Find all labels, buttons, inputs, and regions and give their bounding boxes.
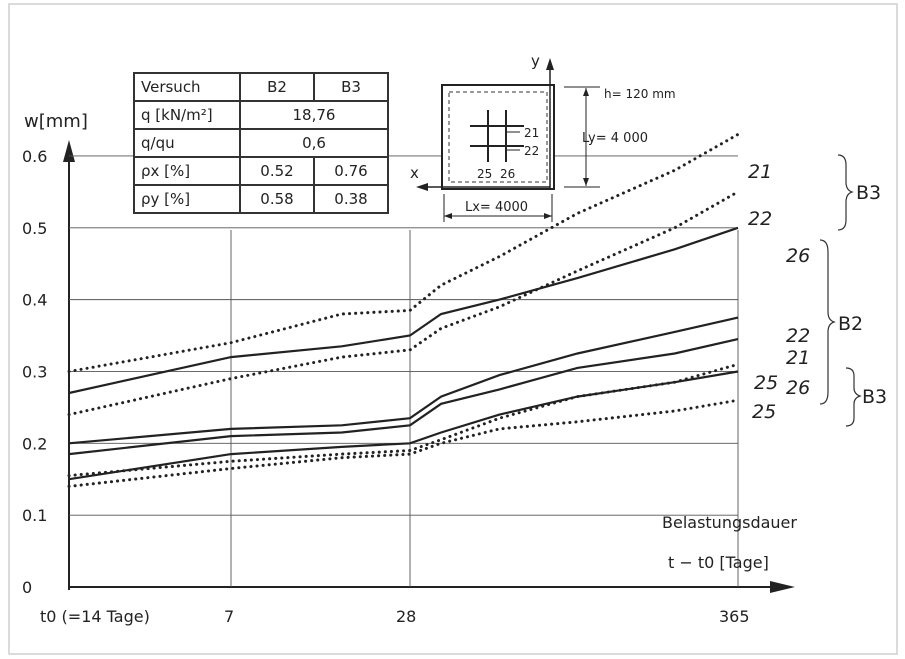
slab-outline [441,84,555,190]
x-axis-arrow [770,581,795,593]
brace-b3-top [837,154,854,231]
dim-ly-arrow-bottom [583,178,589,186]
table-header-versuch: Versuch [133,72,241,102]
y-axis-arrow [63,140,75,162]
x-tick-28: 28 [396,607,416,626]
slab-y-arrow [546,58,554,70]
x-tick-365: 365 [719,607,750,626]
table-row: q/qu 0,6 [133,128,389,158]
dim-ly-arrow-top [583,88,589,96]
slab-ly: Ly= 4 000 [582,131,648,146]
table-cell-b3: 0.76 [313,156,389,186]
gauge-label-22: 22 [524,144,539,158]
y-axis-label: w[mm] [24,111,88,132]
dim-lx-arrow-left [444,213,452,219]
series-label-b2-25: 25 [754,372,778,394]
series-line-b2-22 [68,316,739,445]
table-row: ρy [%] 0.58 0.38 [133,184,389,214]
group-label-b2: B2 [838,313,863,335]
gauge-label-21: 21 [524,126,539,140]
table-row: q [kN/m²] 18,76 [133,100,389,130]
table-cell-merged: 0,6 [239,128,389,158]
brace-b3-bottom [845,367,862,427]
series-label-b3-25: 25 [752,401,776,423]
series-line-b2-25 [68,370,739,481]
series-label-b3-22: 22 [748,208,772,230]
x-tick-t0: t0 (=14 Tage) [40,607,150,626]
y-tick-label: 0.5 [22,219,47,238]
gauge-label-26: 26 [500,167,515,181]
gauge-label-25: 25 [477,167,492,181]
table-row-label: q/qu [133,128,241,158]
x-axis-label-line1: Belastungsdauer [662,513,797,532]
table-cell-b2: 0.58 [239,184,315,214]
group-label-b3-top: B3 [856,182,881,204]
table-row-label: ρy [%] [133,184,241,214]
y-tick-label: 0.6 [22,147,47,166]
table-header-b3: B3 [313,72,389,102]
figure-border [8,3,898,655]
y-tick-label: 0.1 [22,506,47,525]
series-group [67,132,740,488]
series-label-b2-21: 21 [786,347,810,369]
table-header-b2: B2 [239,72,315,102]
series-line-b3-22 [67,190,740,417]
series-line-b3-21 [67,132,740,373]
parameter-table: Versuch B2 B3 q [kN/m²] 18,76 q/qu 0,6 ρ… [133,72,389,214]
table-row: ρx [%] 0.52 0.76 [133,156,389,186]
series-label-b2-26: 26 [786,245,810,267]
dim-lx-arrow-right [544,213,552,219]
table-cell-merged: 18,76 [239,100,389,130]
series-label-b3-21: 21 [748,161,772,183]
series-label-b2-22: 22 [786,325,810,347]
brace-b2 [819,239,836,405]
y-tick-label: 0 [22,578,32,597]
series-line-b2-21 [68,338,739,456]
y-tick-labels: 0 0.1 0.2 0.3 0.4 0.5 0.6 [22,147,47,597]
table-row-label: ρx [%] [133,156,241,186]
table-row-label: q [kN/m²] [133,100,241,130]
grid-lines [69,155,739,587]
slab-y-label: y [531,52,540,70]
y-tick-label: 0.3 [22,362,47,381]
x-tick-7: 7 [224,607,234,626]
y-tick-label: 0.2 [22,434,47,453]
group-label-b3-bottom: B3 [862,386,887,408]
slab-lx: Lx= 4000 [465,200,528,215]
slab-inner-dashed [448,91,548,183]
table-cell-b3: 0.38 [313,184,389,214]
slab-x-arrow [416,183,428,191]
slab-thickness: h= 120 mm [604,87,676,101]
slab-x-label: x [410,164,419,182]
series-line-b3-25 [67,398,740,488]
y-tick-label: 0.4 [22,291,47,310]
series-label-b3-26: 26 [786,377,810,399]
x-axis-label-line2: t − t0 [Tage] [668,553,769,572]
slab-diagram: y x 21 22 25 26 h= 120 mm Ly= 4 000 [410,52,676,222]
table-cell-b2: 0.52 [239,156,315,186]
table-header-row: Versuch B2 B3 [133,72,389,102]
series-line-b2-26 [68,226,739,395]
